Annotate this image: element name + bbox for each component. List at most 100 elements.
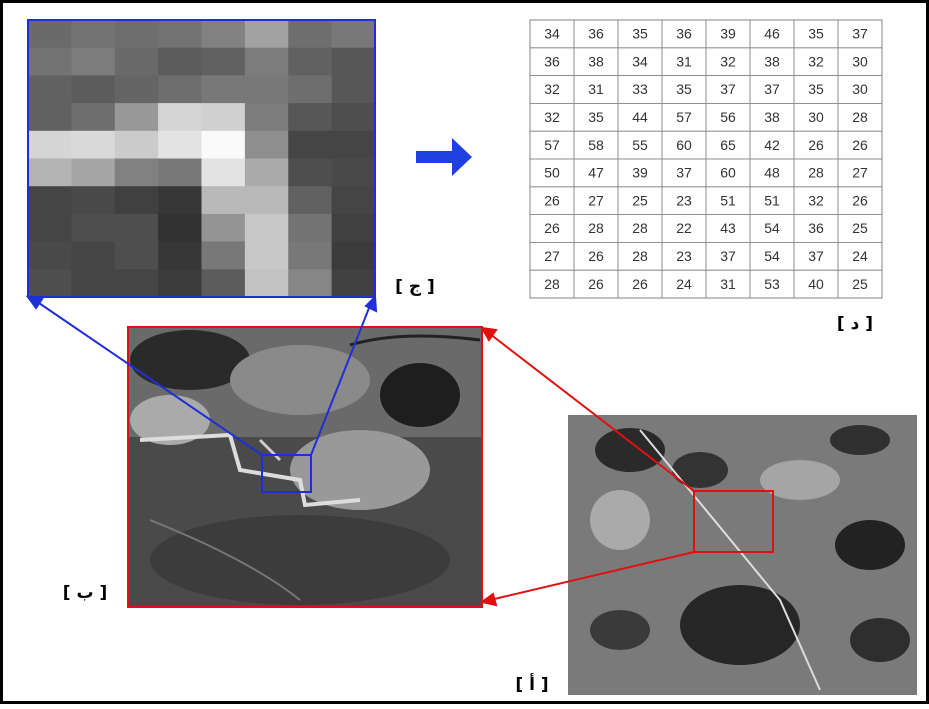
- cell-value: 26: [852, 137, 868, 153]
- pixel: [332, 131, 376, 159]
- cell-value: 24: [852, 248, 868, 264]
- pixel: [71, 103, 115, 131]
- cell-value: 51: [720, 192, 736, 208]
- pixel: [115, 103, 159, 131]
- label: [ د ]: [837, 314, 873, 334]
- cell-value: 48: [764, 165, 780, 181]
- cell-value: 37: [764, 81, 780, 97]
- cell-value: 35: [632, 26, 648, 42]
- scene-image: [568, 415, 917, 695]
- pixel: [71, 75, 115, 103]
- cell-value: 28: [544, 276, 560, 292]
- pixel: [158, 75, 202, 103]
- pixel: [202, 131, 246, 159]
- cell-value: 28: [852, 109, 868, 125]
- pixel: [28, 269, 72, 297]
- cell-value: 56: [720, 109, 736, 125]
- cell-value: 40: [808, 276, 824, 292]
- pixel-image: [28, 20, 376, 298]
- pixel: [115, 186, 159, 214]
- cell-value: 25: [852, 220, 868, 236]
- pixel: [28, 214, 72, 242]
- cell-value: 30: [852, 53, 868, 69]
- pixel: [202, 214, 246, 242]
- cell-value: 27: [588, 192, 604, 208]
- pixel: [115, 214, 159, 242]
- pixel: [158, 131, 202, 159]
- pixel: [71, 20, 115, 48]
- cell-value: 28: [632, 248, 648, 264]
- cell-value: 31: [720, 276, 736, 292]
- pixel: [245, 75, 289, 103]
- cell-value: 26: [632, 276, 648, 292]
- pixel: [288, 48, 332, 76]
- cell-value: 35: [588, 109, 604, 125]
- pixel: [288, 131, 332, 159]
- pixel: [332, 20, 376, 48]
- pixel: [332, 103, 376, 131]
- pixel: [158, 103, 202, 131]
- cell-value: 26: [544, 220, 560, 236]
- pixel: [245, 159, 289, 187]
- diagram: 3436353639463537363834313238323032313335…: [0, 0, 929, 704]
- cell-value: 30: [808, 109, 824, 125]
- cell-value: 38: [764, 53, 780, 69]
- cell-value: 53: [764, 276, 780, 292]
- pixel: [332, 242, 376, 270]
- pixel: [288, 103, 332, 131]
- pixel: [28, 48, 72, 76]
- cell-value: 22: [676, 220, 692, 236]
- cell-value: 32: [808, 53, 824, 69]
- pixel: [28, 186, 72, 214]
- cell-value: 37: [808, 248, 824, 264]
- cell-value: 28: [632, 220, 648, 236]
- cell-value: 31: [588, 81, 604, 97]
- pixel: [202, 48, 246, 76]
- cell-value: 60: [676, 137, 692, 153]
- label: [ ج ]: [395, 277, 435, 297]
- label: [ ب ]: [63, 583, 108, 603]
- cell-value: 50: [544, 165, 560, 181]
- cell-value: 37: [720, 248, 736, 264]
- cell-value: 32: [544, 109, 560, 125]
- cell-value: 27: [544, 248, 560, 264]
- cell-value: 39: [720, 26, 736, 42]
- pixel: [288, 20, 332, 48]
- pixel: [28, 20, 72, 48]
- cell-value: 36: [676, 26, 692, 42]
- pixel: [245, 242, 289, 270]
- cell-value: 37: [852, 26, 868, 42]
- pixel: [158, 242, 202, 270]
- pixel: [245, 186, 289, 214]
- pixel: [202, 75, 246, 103]
- cell-value: 39: [632, 165, 648, 181]
- pixel: [245, 131, 289, 159]
- pixel: [288, 186, 332, 214]
- cell-value: 55: [632, 137, 648, 153]
- cell-value: 46: [764, 26, 780, 42]
- cell-value: 38: [588, 53, 604, 69]
- pixel: [28, 103, 72, 131]
- cell-value: 25: [632, 192, 648, 208]
- pixel: [158, 269, 202, 297]
- pixel: [71, 242, 115, 270]
- cell-value: 26: [544, 192, 560, 208]
- cell-value: 57: [676, 109, 692, 125]
- pixel: [288, 242, 332, 270]
- cell-value: 27: [852, 165, 868, 181]
- cell-value: 32: [544, 81, 560, 97]
- cell-value: 44: [632, 109, 648, 125]
- pixel: [71, 269, 115, 297]
- pixel: [115, 269, 159, 297]
- cell-value: 34: [632, 53, 648, 69]
- pixel: [245, 103, 289, 131]
- cell-value: 23: [676, 192, 692, 208]
- pixel: [288, 269, 332, 297]
- pixel: [115, 159, 159, 187]
- pixel: [158, 214, 202, 242]
- pixel: [332, 214, 376, 242]
- pixel: [245, 269, 289, 297]
- cell-value: 26: [852, 192, 868, 208]
- cell-value: 51: [764, 192, 780, 208]
